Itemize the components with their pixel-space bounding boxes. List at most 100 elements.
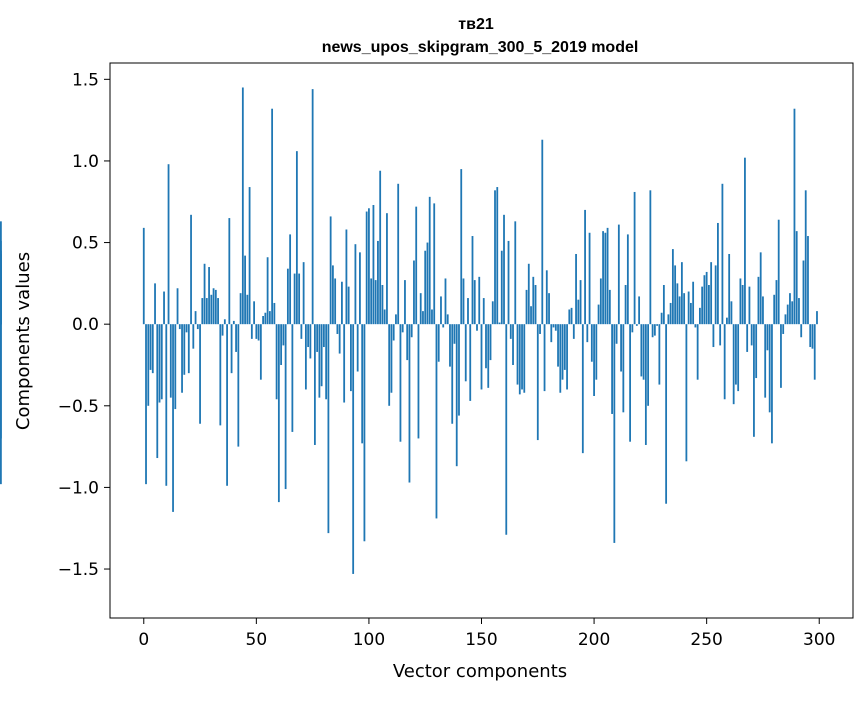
bar-124: [422, 311, 424, 325]
bar-128: [431, 309, 433, 325]
bar-125: [424, 250, 427, 325]
bar-159: [500, 250, 503, 325]
bar-244: [692, 281, 695, 325]
bar-263: [735, 324, 737, 385]
bar-92: [350, 324, 352, 392]
bar-86: [336, 324, 339, 334]
bar-20: [187, 324, 190, 374]
bar-183: [554, 324, 557, 331]
x-tick-label: 300: [803, 630, 835, 650]
bar-79: [320, 324, 323, 387]
bar-102: [372, 205, 375, 325]
bar-210: [615, 324, 618, 344]
bar-207: [608, 289, 611, 325]
bar-227: [653, 324, 656, 336]
bar-25: [199, 324, 201, 424]
bar-129: [433, 203, 436, 325]
bars-group: [0, 87, 818, 574]
bar-211: [617, 224, 620, 325]
bar-230: [660, 312, 663, 325]
bar-277: [766, 324, 769, 351]
bar-30: [210, 294, 213, 325]
bar-257: [721, 183, 724, 325]
bar-72: [304, 324, 307, 390]
bar-15: [176, 288, 179, 325]
bar-65: [289, 234, 292, 325]
bar-110: [390, 324, 393, 393]
bar-29: [208, 267, 210, 325]
bar-19: [185, 324, 188, 333]
x-tick-label: 200: [578, 630, 610, 650]
bar-178: [543, 324, 546, 392]
bar-185: [559, 324, 562, 393]
bar-109: [388, 324, 391, 406]
bar-112: [395, 314, 397, 325]
bar-35: [221, 324, 224, 336]
bar-33: [217, 298, 219, 325]
bar-152: [485, 324, 487, 369]
bar-24: [196, 324, 199, 330]
bar-248: [701, 286, 704, 325]
bar-262: [732, 324, 735, 405]
bar-143: [464, 324, 467, 382]
bar-97: [361, 324, 364, 444]
bar-282: [777, 219, 780, 325]
bar-176: [539, 324, 541, 334]
bar-90: [345, 229, 348, 325]
bar-194: [579, 280, 582, 325]
bar-111: [392, 324, 395, 341]
bar-119: [410, 324, 413, 338]
bar-89: [343, 324, 346, 403]
bar-28: [205, 298, 208, 325]
bar-239: [680, 262, 683, 325]
bar-164: [512, 324, 514, 365]
bar-127: [428, 196, 431, 325]
y-tick-label: −0.5: [58, 397, 99, 417]
bar-87: [338, 324, 341, 354]
bar-140: [458, 324, 460, 416]
bar-75: [311, 89, 314, 325]
bar-77: [316, 324, 319, 352]
bar-266: [741, 285, 744, 325]
bar-55: [266, 257, 269, 325]
bar-228: [656, 324, 659, 326]
bar-68: [295, 151, 298, 325]
bar-173: [532, 276, 535, 325]
bar-299: [816, 311, 818, 325]
bar-271: [753, 324, 755, 437]
bar-141: [460, 169, 463, 325]
bar-171: [527, 263, 530, 325]
bar-63: [284, 324, 287, 490]
bar-222: [642, 324, 645, 380]
bar-165: [514, 221, 517, 325]
bar-209: [613, 324, 616, 543]
bar-50: [255, 324, 258, 339]
x-tick-label: 50: [246, 630, 268, 650]
bar-132: [440, 296, 442, 325]
bar-249: [703, 275, 706, 325]
bar-122: [417, 324, 420, 439]
bar-292: [800, 324, 803, 338]
y-tick-label: −1.5: [58, 560, 99, 580]
bar-256: [719, 324, 722, 346]
bar-34: [219, 324, 222, 426]
bar-44: [241, 87, 244, 325]
bar-287: [789, 293, 791, 325]
bar-117: [406, 324, 409, 361]
bar-199: [590, 324, 593, 362]
bar-120: [413, 260, 415, 325]
bar-62: [282, 324, 285, 346]
bar-12: [169, 324, 172, 398]
bar-57: [271, 108, 274, 325]
bar-130: [435, 324, 438, 519]
bar-167: [518, 324, 521, 395]
bar-undefined: [0, 324, 2, 485]
bar-105: [379, 170, 382, 325]
bar-2: [147, 324, 150, 406]
bar-155: [491, 301, 494, 325]
bar-71: [302, 262, 305, 325]
bar-39: [230, 324, 233, 374]
bar-235: [671, 249, 674, 325]
bar-31: [212, 288, 215, 325]
x-tick-label: 150: [465, 630, 497, 650]
